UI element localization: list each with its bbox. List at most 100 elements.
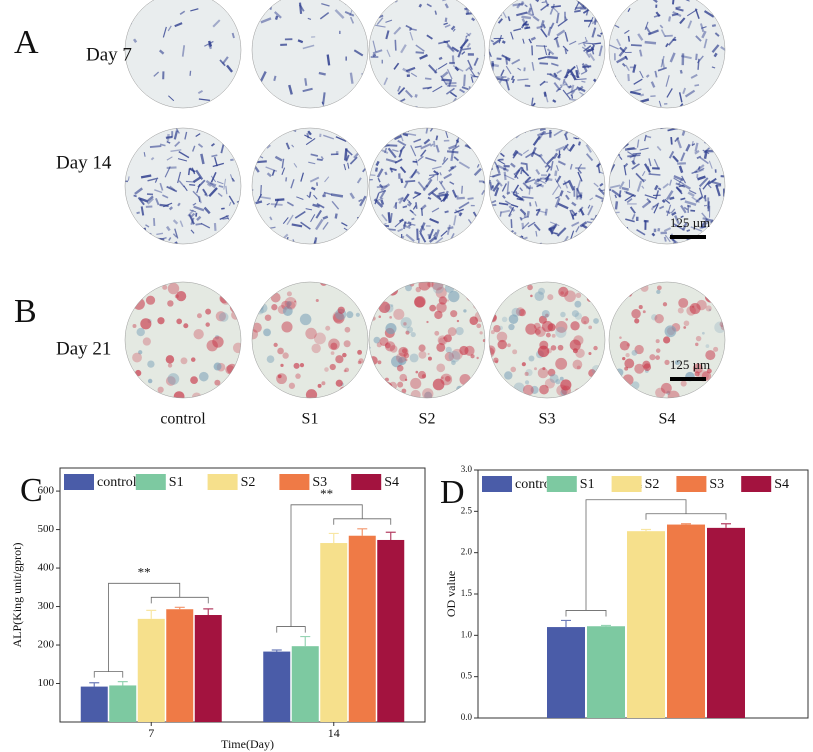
stain bbox=[446, 69, 453, 80]
stain bbox=[189, 183, 196, 186]
micrograph bbox=[489, 0, 605, 108]
stain bbox=[509, 387, 515, 393]
stain bbox=[489, 199, 497, 206]
stain bbox=[167, 300, 174, 307]
stain bbox=[455, 326, 464, 336]
stain bbox=[611, 239, 617, 244]
stain bbox=[305, 137, 316, 146]
stain bbox=[259, 71, 267, 83]
stain bbox=[536, 177, 543, 183]
stain bbox=[379, 183, 384, 189]
stain bbox=[231, 310, 241, 320]
stain bbox=[711, 44, 720, 53]
stain bbox=[416, 170, 421, 175]
stain bbox=[702, 180, 711, 190]
stain bbox=[609, 184, 621, 189]
stain bbox=[691, 143, 696, 147]
stain bbox=[333, 312, 345, 324]
stain bbox=[501, 54, 511, 61]
stain bbox=[482, 338, 485, 343]
stain bbox=[597, 368, 602, 373]
stain bbox=[703, 147, 711, 154]
stain bbox=[614, 194, 618, 199]
stain bbox=[359, 293, 365, 300]
stain bbox=[618, 389, 623, 393]
stain bbox=[168, 237, 172, 241]
stain bbox=[473, 57, 479, 66]
stain bbox=[579, 221, 588, 228]
stain bbox=[535, 45, 548, 47]
stain bbox=[379, 131, 385, 135]
stain bbox=[266, 355, 275, 364]
stain bbox=[214, 132, 219, 137]
stain bbox=[644, 194, 657, 200]
stain bbox=[569, 339, 581, 351]
stain bbox=[299, 363, 305, 368]
stain bbox=[132, 352, 142, 363]
micrograph bbox=[609, 128, 725, 244]
stain bbox=[519, 208, 527, 216]
stain bbox=[573, 388, 584, 398]
stain bbox=[719, 393, 725, 398]
stain bbox=[341, 128, 348, 134]
stain bbox=[313, 332, 326, 345]
stain bbox=[393, 62, 400, 70]
stain bbox=[497, 164, 509, 172]
stain bbox=[501, 183, 508, 192]
stain bbox=[501, 316, 508, 323]
stain bbox=[577, 163, 583, 170]
stain bbox=[173, 128, 180, 134]
stain bbox=[611, 189, 622, 198]
stain bbox=[642, 179, 647, 181]
stain bbox=[521, 196, 534, 199]
stain bbox=[445, 346, 452, 354]
stain bbox=[575, 6, 585, 10]
stain bbox=[643, 134, 647, 142]
stain bbox=[575, 100, 584, 108]
panel-label: C bbox=[20, 472, 43, 509]
stain bbox=[535, 168, 541, 175]
stain bbox=[436, 342, 446, 352]
stain bbox=[510, 75, 515, 81]
bar bbox=[667, 524, 705, 718]
stain bbox=[299, 313, 312, 326]
micrograph bbox=[369, 128, 485, 244]
stain bbox=[444, 3, 449, 9]
stain bbox=[312, 203, 320, 208]
stain bbox=[544, 163, 549, 168]
stain bbox=[286, 201, 294, 207]
y-axis-label: OD value bbox=[444, 571, 458, 617]
panel-label: A bbox=[14, 24, 39, 61]
stain bbox=[454, 66, 460, 72]
stain bbox=[330, 342, 338, 350]
stain bbox=[192, 190, 200, 198]
stain bbox=[356, 146, 368, 155]
stain bbox=[183, 323, 189, 329]
stain bbox=[495, 179, 503, 187]
stain bbox=[655, 348, 661, 353]
stain bbox=[598, 45, 603, 57]
stain bbox=[435, 287, 447, 299]
stain bbox=[671, 237, 679, 244]
stain bbox=[675, 7, 684, 12]
stain bbox=[200, 222, 211, 229]
stain bbox=[166, 156, 173, 161]
stain bbox=[609, 188, 612, 192]
stain bbox=[384, 147, 388, 154]
stain bbox=[132, 38, 138, 43]
stain bbox=[305, 389, 318, 398]
stain bbox=[140, 174, 152, 179]
stain bbox=[344, 367, 350, 373]
stain bbox=[533, 223, 541, 232]
stain bbox=[456, 196, 465, 200]
stain bbox=[586, 240, 594, 244]
stain bbox=[535, 230, 538, 237]
bar bbox=[627, 531, 665, 718]
stain bbox=[400, 178, 404, 184]
stain bbox=[448, 81, 452, 87]
stain bbox=[197, 89, 204, 95]
stain bbox=[315, 218, 324, 231]
stain bbox=[666, 204, 672, 217]
error-bar bbox=[385, 531, 396, 540]
stain bbox=[326, 54, 331, 66]
